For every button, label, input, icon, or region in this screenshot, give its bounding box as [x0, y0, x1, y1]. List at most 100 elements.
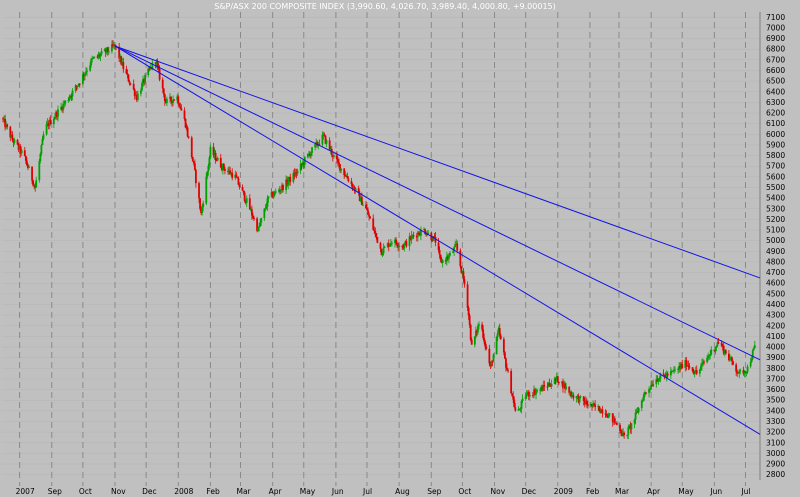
candle-body	[584, 400, 587, 405]
candle-body	[524, 396, 527, 399]
candle-body	[389, 243, 392, 245]
candle-body	[656, 379, 659, 382]
candle-body	[502, 339, 505, 353]
candle-body	[592, 403, 594, 407]
candle-body	[176, 96, 179, 101]
candle-body	[292, 172, 295, 182]
candle-body	[454, 244, 457, 248]
x-tick-label: Jul	[740, 487, 750, 496]
y-tick-label: 5100	[766, 226, 785, 235]
candle-body	[127, 74, 130, 82]
candle-body	[470, 339, 473, 345]
candle-body	[61, 107, 64, 110]
candle-body	[420, 229, 422, 236]
y-tick-label: 4800	[766, 257, 785, 266]
candle-body	[478, 324, 480, 326]
candle-body	[343, 168, 346, 176]
candle-body	[202, 203, 205, 208]
candle-body	[742, 370, 745, 374]
candle-body	[228, 170, 230, 172]
candle-body	[56, 112, 58, 117]
candle-body	[358, 193, 361, 202]
candle-body	[546, 386, 549, 388]
candle-body	[68, 97, 71, 100]
y-tick-label: 3100	[766, 438, 785, 447]
candle-body	[375, 233, 378, 237]
candle-body	[662, 373, 665, 375]
candle-body	[483, 337, 486, 342]
candle-body	[738, 370, 741, 374]
candle-body	[634, 412, 637, 420]
candle-body	[184, 118, 187, 128]
candle-body	[528, 394, 531, 397]
candle-body	[28, 166, 30, 169]
candle-body	[347, 178, 350, 182]
candle-body	[143, 79, 145, 83]
candle-body	[715, 345, 718, 348]
candle-body	[708, 355, 711, 357]
candle-body	[713, 349, 716, 352]
candle-body	[129, 83, 132, 85]
candle-body	[598, 406, 601, 412]
candle-body	[652, 384, 655, 387]
candle-body	[287, 181, 290, 185]
candle-body	[318, 143, 321, 145]
candle-body	[103, 49, 106, 51]
chart-title: S&P/ASX 200 COMPOSITE INDEX (3,990.60, 4…	[214, 2, 556, 11]
candle-body	[627, 427, 630, 435]
candle-body	[636, 411, 639, 413]
candle-body	[267, 196, 270, 199]
candle-body	[736, 371, 739, 373]
candle-body	[411, 235, 414, 237]
candle-body	[60, 107, 63, 110]
candle-body	[613, 418, 616, 423]
candle-body	[280, 189, 282, 191]
candle-body	[482, 329, 485, 338]
candle-body	[703, 361, 705, 363]
candle-body	[469, 324, 472, 340]
candle-body	[620, 431, 622, 434]
candle-body	[147, 68, 150, 75]
candle-body	[171, 100, 173, 103]
candle-body	[702, 361, 704, 364]
candle-body	[701, 363, 703, 367]
candle-body	[149, 67, 152, 70]
candle-body	[186, 127, 189, 137]
candle-body	[155, 61, 158, 64]
candle-body	[46, 122, 49, 125]
candle-body	[658, 378, 661, 381]
candle-body	[452, 251, 454, 253]
candle-body	[693, 373, 696, 375]
candle-body	[578, 396, 581, 403]
grid	[2, 12, 761, 486]
candle-body	[569, 391, 572, 393]
candle-body	[112, 44, 114, 47]
candle-body	[572, 395, 575, 399]
x-tick-label: Sep	[427, 487, 441, 496]
candle-body	[710, 349, 713, 355]
candle-body	[510, 370, 513, 394]
candle-body	[163, 94, 166, 101]
y-tick-label: 3800	[766, 364, 785, 373]
candle-body	[3, 118, 5, 120]
candle-body	[605, 414, 608, 417]
candle-body	[520, 401, 523, 409]
candle-body	[616, 422, 618, 425]
x-tick-label: Nov	[111, 487, 126, 496]
candle-body	[258, 226, 261, 228]
candle-body	[230, 172, 233, 175]
candle-body	[345, 175, 348, 177]
candle-body	[439, 254, 442, 260]
candle-body	[599, 411, 602, 413]
candle-body	[641, 400, 644, 402]
candle-body	[495, 337, 498, 355]
y-tick-label: 6700	[766, 55, 785, 64]
x-tick-label: Mar	[236, 487, 251, 496]
candle-body	[751, 350, 754, 359]
candle-body	[302, 162, 305, 165]
candle-body	[532, 394, 534, 396]
candle-body	[271, 191, 274, 198]
candle-body	[122, 62, 125, 70]
x-tick-label: Oct	[458, 487, 471, 496]
